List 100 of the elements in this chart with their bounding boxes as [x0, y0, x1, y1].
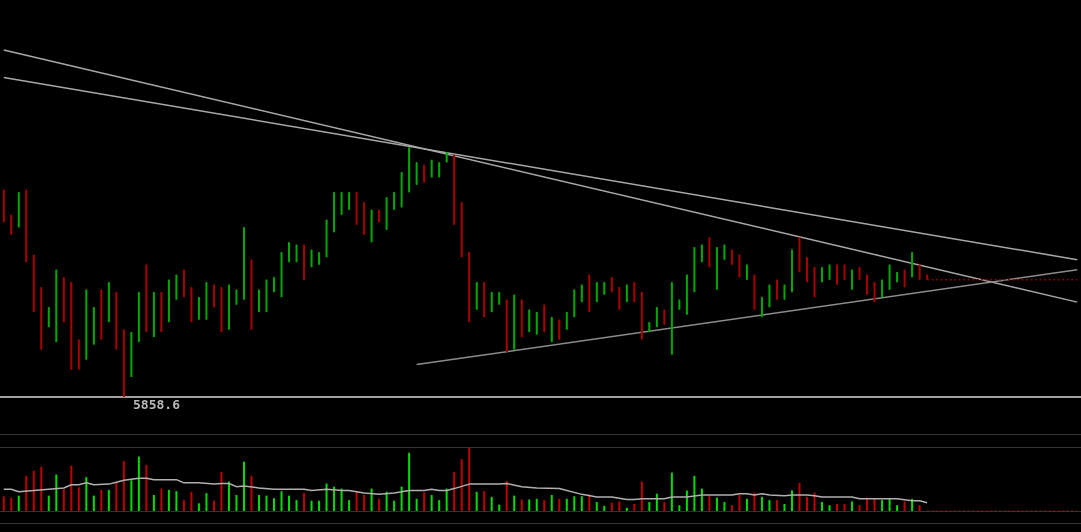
bar — [843, 503, 846, 511]
bar — [648, 502, 651, 511]
bar — [280, 491, 283, 511]
bar — [175, 491, 178, 511]
bar — [92, 495, 95, 511]
candlestick — [790, 249, 793, 293]
bar — [107, 489, 110, 511]
bar — [160, 488, 163, 511]
bar — [528, 499, 531, 511]
bar — [588, 494, 591, 511]
candlestick — [288, 241, 291, 263]
bar — [595, 502, 598, 511]
bar — [821, 502, 824, 511]
bar — [257, 495, 260, 511]
bar — [851, 501, 854, 511]
bar — [145, 464, 148, 511]
bar — [550, 495, 553, 511]
bar — [2, 496, 5, 511]
bar — [182, 500, 185, 511]
bar — [137, 456, 140, 511]
bar — [543, 500, 546, 511]
bar — [445, 488, 448, 511]
bar — [918, 505, 921, 511]
bar — [573, 496, 576, 511]
bar — [242, 461, 245, 511]
bar — [348, 500, 351, 511]
bar — [881, 500, 884, 511]
bar — [693, 475, 696, 511]
candlestick — [618, 286, 621, 311]
bar — [288, 495, 291, 511]
bar — [25, 475, 28, 511]
candlestick — [197, 296, 200, 321]
bar — [723, 502, 726, 511]
bar — [828, 505, 831, 511]
bar — [205, 493, 208, 511]
bar — [393, 500, 396, 511]
bar — [903, 501, 906, 511]
bar — [115, 482, 118, 511]
bar — [32, 470, 35, 511]
bar — [85, 477, 88, 511]
bar — [836, 503, 839, 511]
bar — [152, 495, 155, 511]
bar — [303, 493, 306, 511]
bar — [768, 500, 771, 511]
bar — [633, 503, 636, 511]
bar — [190, 491, 193, 511]
bar — [370, 488, 373, 511]
bar — [363, 495, 366, 511]
bar — [678, 505, 681, 511]
candlestick — [340, 191, 343, 216]
bar — [610, 502, 613, 511]
bar — [400, 486, 403, 511]
bar — [40, 466, 43, 511]
bar — [70, 465, 73, 511]
bar — [475, 491, 478, 511]
bar — [730, 505, 733, 511]
bar — [17, 495, 20, 511]
bar — [55, 474, 58, 511]
bar — [265, 495, 268, 511]
bar — [100, 489, 103, 511]
bar — [197, 503, 200, 511]
bar — [325, 483, 328, 511]
bar — [663, 502, 666, 511]
bar — [310, 500, 313, 511]
bar — [167, 489, 170, 511]
bar — [873, 498, 876, 511]
candlestick — [273, 276, 275, 293]
bar — [273, 498, 275, 511]
bar — [460, 459, 463, 511]
bar — [783, 503, 786, 511]
bar — [430, 495, 433, 511]
bar — [513, 495, 516, 511]
bar — [670, 472, 673, 511]
annotation: 5858.6 — [133, 397, 180, 412]
bar — [806, 496, 808, 511]
bar — [640, 481, 643, 511]
bar — [738, 495, 741, 511]
bar — [47, 495, 50, 511]
bar — [220, 471, 223, 511]
bar — [603, 505, 606, 511]
bar — [295, 500, 298, 511]
candlestick — [535, 311, 538, 336]
bar — [558, 498, 561, 511]
bar — [483, 491, 486, 511]
bar — [618, 501, 621, 511]
candlestick — [415, 161, 418, 186]
bar — [580, 496, 583, 511]
candlestick — [836, 264, 839, 286]
bar — [415, 498, 418, 511]
bar — [227, 481, 230, 511]
candlestick — [242, 226, 245, 301]
bar — [235, 495, 238, 511]
bar — [438, 500, 441, 511]
bar — [250, 475, 253, 511]
bar — [408, 452, 411, 511]
bar — [505, 480, 508, 511]
bar — [498, 504, 501, 511]
bar — [468, 447, 471, 511]
candlestick — [806, 256, 808, 283]
bar — [378, 498, 381, 511]
